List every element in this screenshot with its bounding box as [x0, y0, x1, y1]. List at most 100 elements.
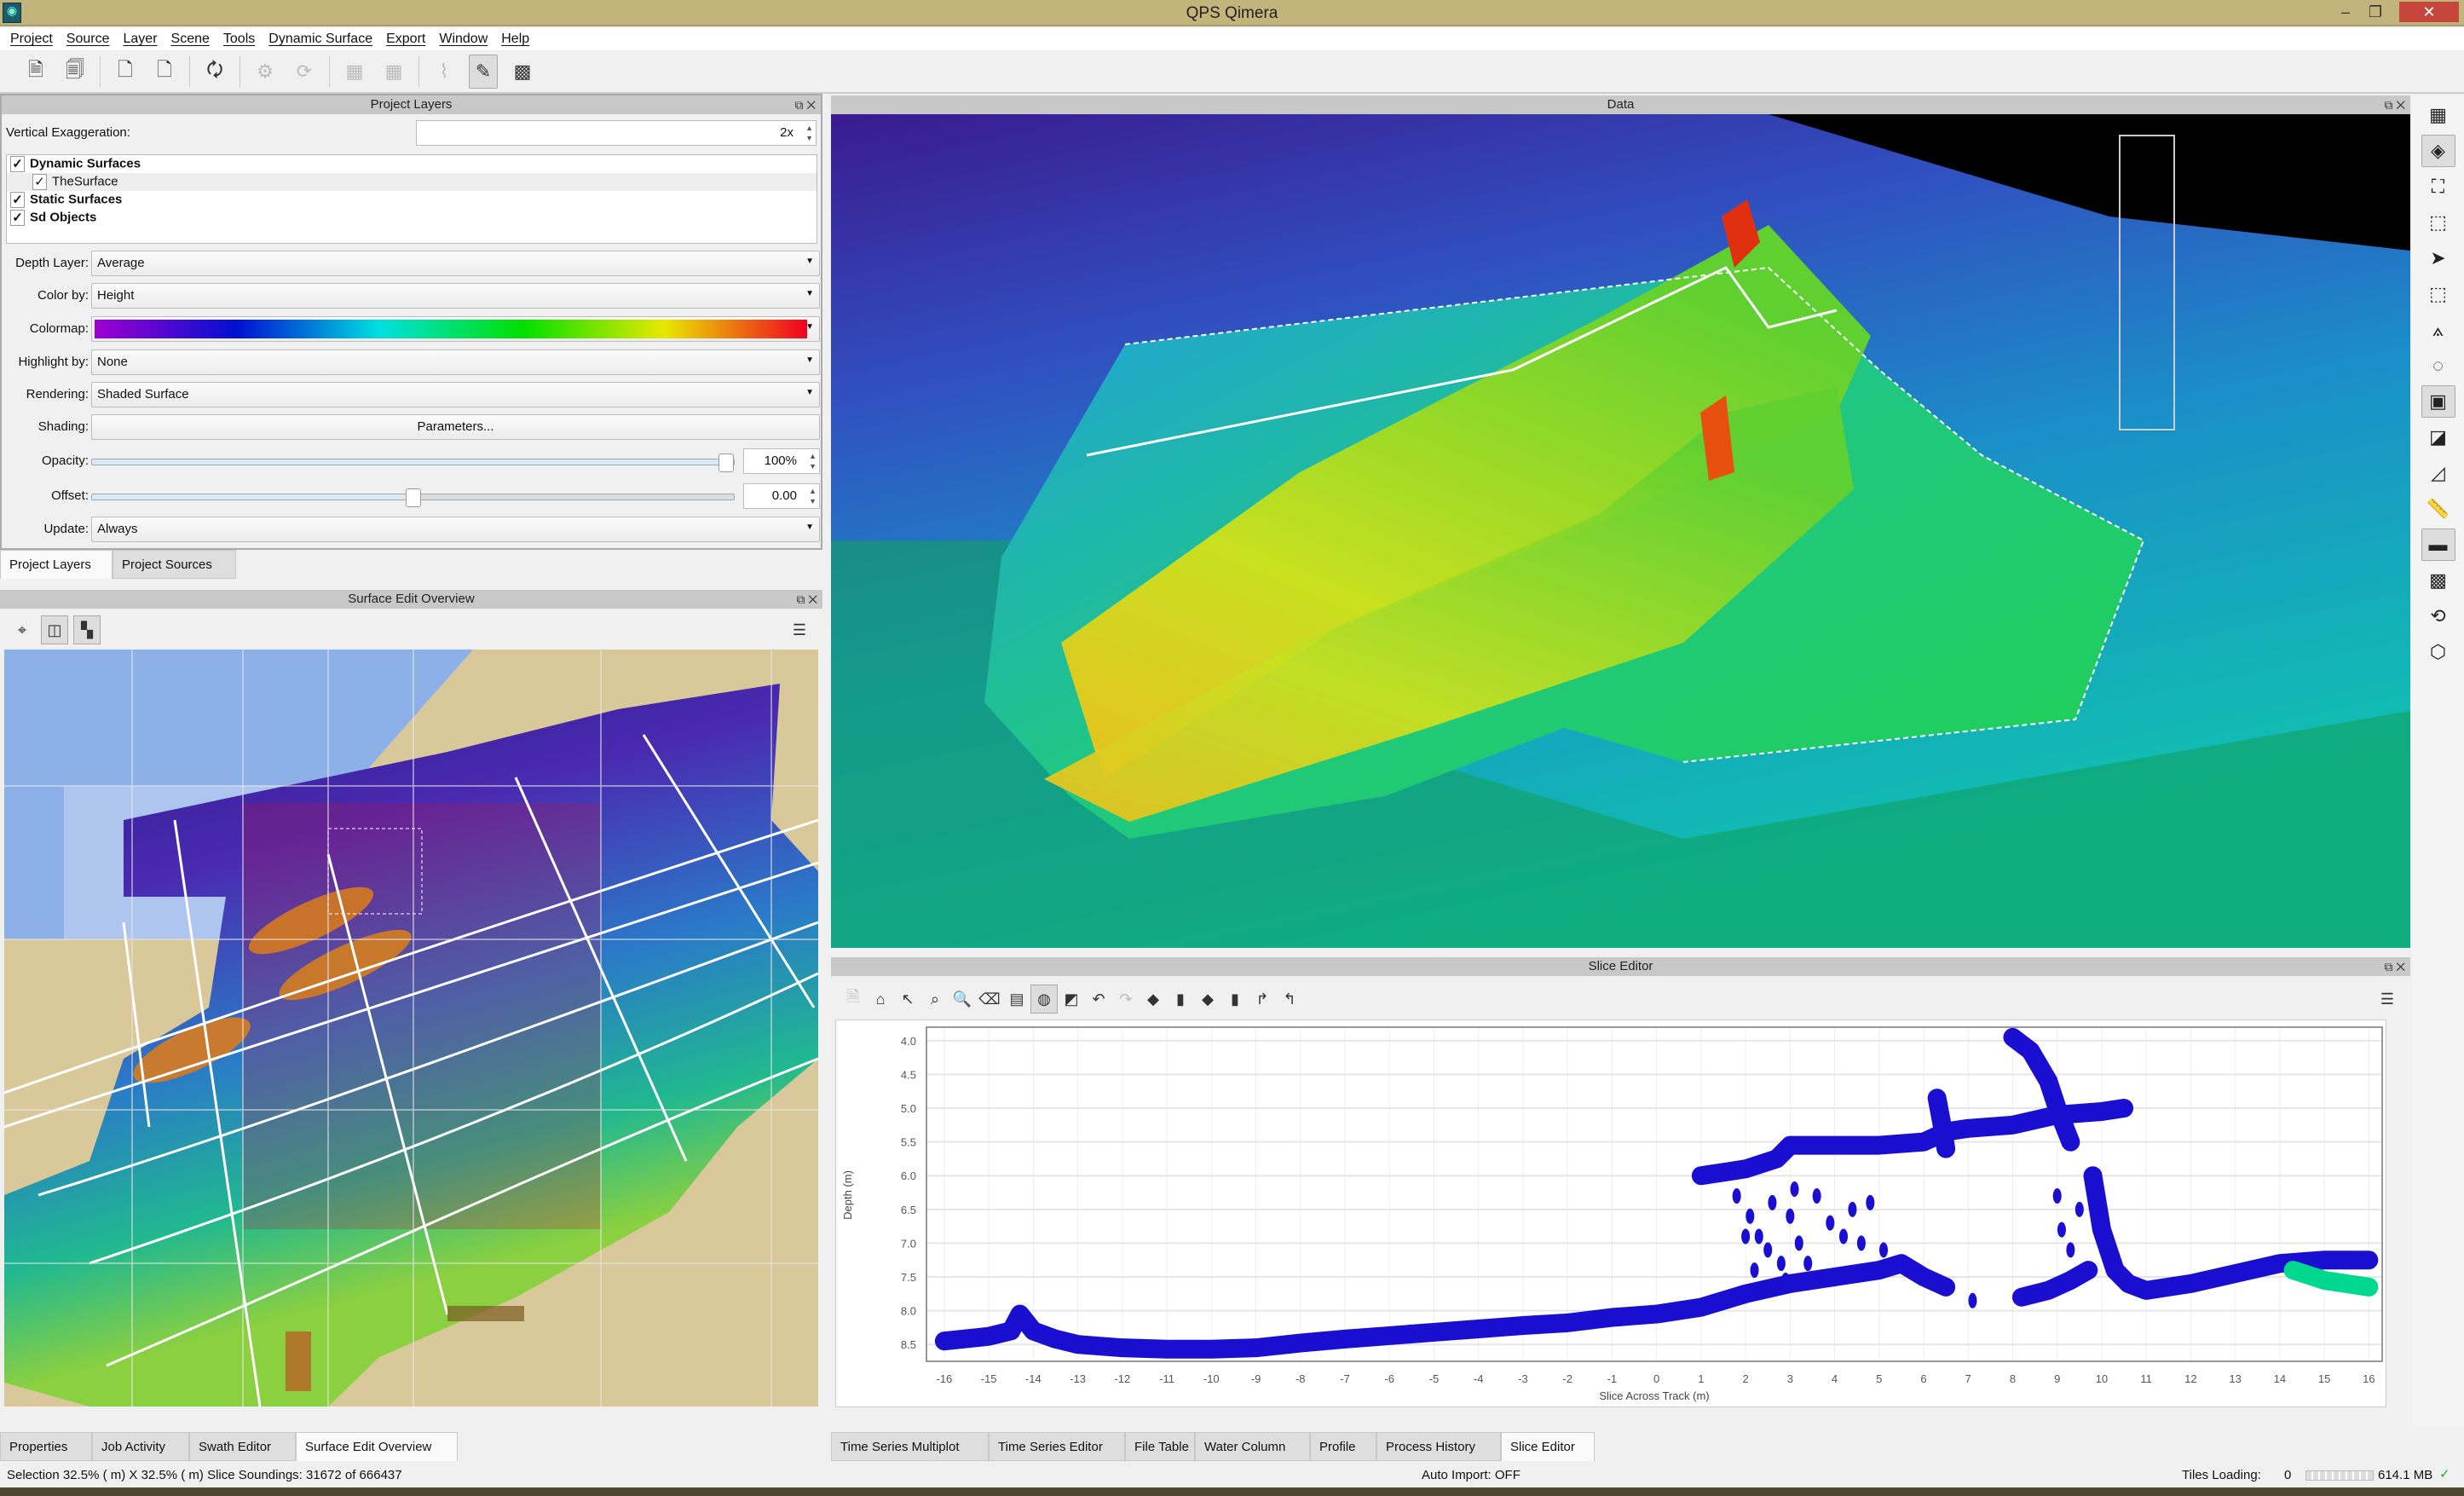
layout-icon[interactable]: ◫ — [41, 615, 68, 644]
restore-button[interactable]: ❐ — [2368, 3, 2383, 20]
rotate-icon[interactable]: ⟲ — [2430, 605, 2446, 627]
tab-slice-editor[interactable]: Slice Editor — [1501, 1432, 1595, 1461]
float-close-icons[interactable]: ⧉ ✕ — [2384, 98, 2405, 112]
tab-properties[interactable]: Properties — [0, 1432, 92, 1461]
menu-project[interactable]: Project — [10, 32, 53, 46]
depth-layer-select[interactable]: Average ▼ — [91, 251, 820, 276]
menu-help[interactable]: Help — [501, 32, 530, 46]
home-icon[interactable]: ⌂ — [875, 990, 886, 1008]
offset-slider[interactable] — [91, 488, 735, 507]
layer-sd-objects[interactable]: ✓ Sd Objects — [7, 209, 817, 227]
opacity-spinbox[interactable]: 100% ▲ ▼ — [743, 448, 820, 474]
profile-chart-icon[interactable]: ◿ — [2431, 462, 2445, 483]
settings-icon[interactable]: ⚙ — [257, 61, 274, 82]
surface-edit-icon[interactable]: ▦ — [345, 61, 364, 82]
area-edit-icon[interactable]: ▩ — [513, 61, 532, 82]
lasso-select-icon[interactable]: ◌ — [2432, 355, 2444, 376]
highlight-by-select[interactable]: None ▼ — [91, 349, 820, 375]
menu-tools[interactable]: Tools — [222, 32, 256, 46]
zoom-icon[interactable]: 🔍 — [952, 990, 972, 1008]
menu-window[interactable]: Window — [439, 32, 488, 46]
ruler-icon[interactable]: 📏 — [2426, 498, 2450, 519]
colormap-select[interactable]: ▼ — [91, 316, 820, 342]
tab-water-column[interactable]: Water Column — [1195, 1432, 1310, 1461]
lock-surface-icon[interactable]: ▦ — [384, 61, 403, 82]
checkbox-checked[interactable]: ✓ — [10, 210, 25, 226]
slice-edit-icon[interactable]: ✎ — [469, 55, 498, 89]
opacity-slider[interactable] — [91, 453, 735, 472]
tab-project-layers[interactable]: Project Layers — [0, 550, 113, 579]
close-button[interactable]: ✕ — [2399, 2, 2459, 22]
zoom-area-icon[interactable]: ⌕ — [930, 990, 940, 1008]
tab-swath-editor[interactable]: Swath Editor — [189, 1432, 296, 1461]
checkbox-checked[interactable]: ✓ — [32, 174, 47, 190]
new-project-icon[interactable]: 🗎 — [28, 59, 43, 80]
color-by-source-icon[interactable]: ◆ — [1147, 990, 1159, 1008]
offset-spinbox[interactable]: 0.00 ▲ ▼ — [743, 483, 820, 509]
swath-edit-icon[interactable]: ⌇ — [439, 61, 449, 82]
tab-job-activity[interactable]: Job Activity — [92, 1432, 189, 1461]
add-raw-sonar-icon[interactable]: 🗋 — [118, 59, 133, 80]
menu-source[interactable]: Source — [66, 32, 110, 46]
checkbox-checked[interactable]: ✓ — [10, 156, 25, 172]
layer-thesurface[interactable]: ✓ TheSurface — [7, 173, 817, 191]
grid-icon[interactable]: ▦ — [2429, 104, 2447, 125]
tab-process-history[interactable]: Process History — [1376, 1432, 1501, 1461]
float-close-icons[interactable]: ⧉ ✕ — [2384, 960, 2405, 973]
tab-file-table[interactable]: File Table — [1125, 1432, 1195, 1461]
checkbox-checked[interactable]: ✓ — [10, 192, 25, 208]
slider-handle[interactable] — [718, 453, 734, 472]
menu-layer[interactable]: Layer — [123, 32, 158, 46]
undo-icon[interactable]: ↶ — [1092, 990, 1105, 1008]
rotated-slice-icon[interactable]: ◪ — [2429, 426, 2447, 448]
tab-project-sources[interactable]: Project Sources — [113, 550, 236, 579]
spin-arrows-icon[interactable]: ▲ ▼ — [805, 124, 813, 142]
save-icon[interactable]: 🗎 — [846, 988, 860, 1005]
color-by-select[interactable]: Height ▼ — [91, 283, 820, 309]
slice-chart[interactable]: -16 -15 -14 -13 -12 -11 -10 -9 -8 -7 -6 -5 -4 -3 -2 -1 0… — [835, 1019, 2386, 1407]
3d-scene-view[interactable] — [831, 114, 2410, 948]
tiles-icon[interactable]: ▚ — [73, 615, 101, 644]
zoom-extents-icon[interactable]: ⌖ — [17, 621, 27, 638]
reject-polygon-icon[interactable]: ◩ — [1064, 990, 1079, 1008]
zoom-fit-box-icon[interactable]: ⬚ — [2429, 211, 2447, 233]
float-close-icons[interactable]: ⧉ ✕ — [796, 592, 817, 606]
colormap-2-icon[interactable]: ▮ — [1231, 990, 1239, 1008]
step-back-icon[interactable]: ↰ — [1283, 990, 1296, 1008]
reject-lasso-icon[interactable]: ◍ — [1030, 985, 1058, 1014]
reject-rect-icon[interactable]: ▤ — [1009, 990, 1024, 1008]
panel-menu-icon[interactable]: ☰ — [792, 621, 807, 638]
slider-handle[interactable] — [405, 488, 421, 507]
tab-time-series-multiplot[interactable]: Time Series Multiplot — [831, 1432, 989, 1461]
rect-select-icon[interactable]: ⬚ — [2429, 283, 2447, 304]
zoom-fit-surface-icon[interactable]: ⛶ — [2431, 176, 2445, 197]
tab-profile[interactable]: Profile — [1310, 1432, 1376, 1461]
panel-menu-icon[interactable]: ☰ — [2380, 990, 2395, 1008]
vertical-exaggeration-spinbox[interactable]: 2x ▲ ▼ — [416, 120, 817, 146]
layer-static-surfaces[interactable]: ✓ Static Surfaces — [7, 191, 817, 209]
reprocess-icon[interactable]: 🗘 — [206, 59, 223, 80]
refresh-icon[interactable]: ⟳ — [296, 61, 313, 82]
colormap-icon[interactable]: ▮ — [1176, 990, 1185, 1008]
update-select[interactable]: Always ▼ — [91, 517, 820, 542]
menu-scene[interactable]: Scene — [170, 32, 210, 46]
float-close-icons[interactable]: ⧉ ✕ — [794, 98, 816, 112]
color-by-depth-icon[interactable]: ◆ — [1202, 990, 1214, 1008]
rendering-select[interactable]: Shaded Surface ▼ — [91, 382, 820, 407]
cube-icon[interactable]: ⬡ — [2429, 641, 2447, 662]
plane-icon[interactable]: ◈ — [2421, 135, 2455, 167]
eraser-icon[interactable]: ⌫ — [978, 990, 1001, 1008]
pointer-icon[interactable]: ↖ — [901, 990, 915, 1008]
tab-time-series-editor[interactable]: Time Series Editor — [989, 1432, 1125, 1461]
tab-surface-edit-overview[interactable]: Surface Edit Overview — [296, 1432, 458, 1461]
minimize-button[interactable]: – — [2340, 3, 2350, 20]
shading-parameters-button[interactable]: Parameters... — [91, 414, 820, 440]
layer-dynamic-surfaces[interactable]: ✓ Dynamic Surfaces — [7, 155, 817, 173]
bounding-grid-icon[interactable]: ▩ — [2429, 569, 2447, 591]
menu-export[interactable]: Export — [386, 32, 426, 46]
overview-map[interactable] — [4, 650, 818, 1406]
pointer-icon[interactable]: ➤ — [2430, 247, 2446, 269]
step-forward-icon[interactable]: ↱ — [1255, 990, 1269, 1008]
slice-box-icon[interactable]: ▣ — [2421, 385, 2455, 418]
colorbar-icon[interactable]: ▬ — [2421, 529, 2455, 561]
